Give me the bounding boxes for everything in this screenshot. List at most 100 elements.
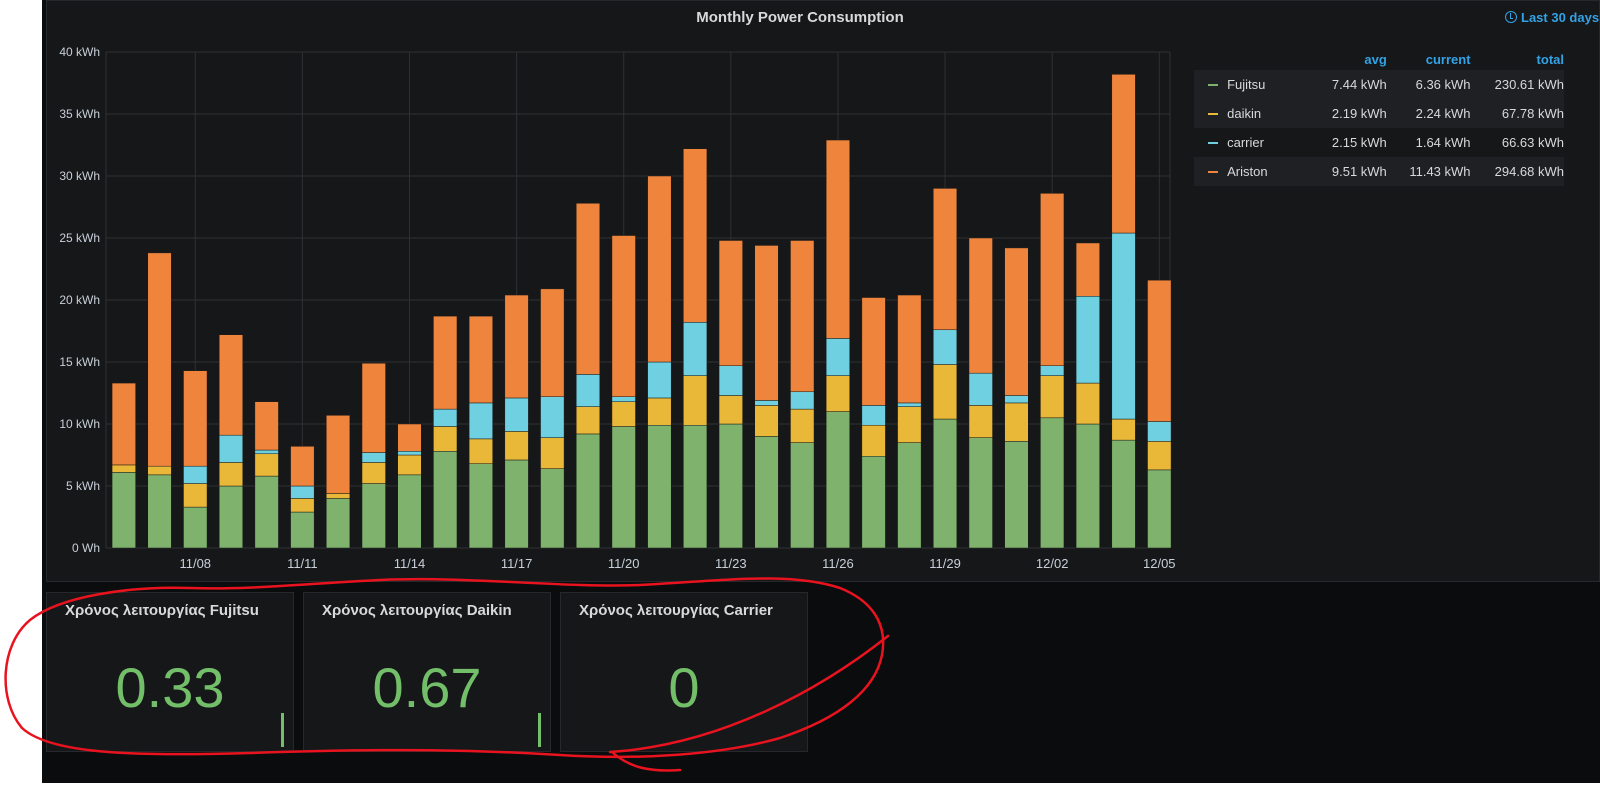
bar-ariston — [254, 401, 279, 451]
bar-fujitsu — [683, 424, 708, 549]
legend-swatch-ariston — [1194, 165, 1227, 179]
stat-value: 0.67 — [372, 656, 482, 719]
bar-daikin — [968, 405, 993, 438]
bar-ariston — [540, 288, 565, 397]
y-tick-label: 20 kWh — [59, 293, 100, 307]
bar-daikin — [468, 438, 493, 464]
bar-daikin — [861, 424, 886, 457]
bar-ariston — [218, 334, 243, 436]
bar-daikin — [1004, 402, 1029, 442]
x-tick-label: 11/14 — [394, 556, 426, 571]
bar-fujitsu — [147, 474, 172, 549]
bar-fujitsu — [111, 472, 136, 549]
legend-row-ariston[interactable]: Ariston 9.51 kWh 11.43 kWh 294.68 kWh — [1194, 157, 1564, 186]
bar-carrier — [1147, 421, 1172, 442]
x-tick-label: 11/29 — [929, 556, 961, 571]
legend-current: 1.64 kWh — [1415, 135, 1471, 150]
stat-panel-carrier[interactable]: Χρόνος λειτουργίας Carrier 0 — [560, 592, 808, 752]
bar-carrier — [254, 449, 279, 455]
bar-ariston — [504, 294, 529, 399]
stat-panel-daikin[interactable]: Χρόνος λειτουργίας Daikin 0.67 — [303, 592, 551, 752]
legend-total: 66.63 kWh — [1501, 135, 1564, 150]
bar-daikin — [504, 431, 529, 461]
bar-carrier — [790, 391, 815, 410]
bar-daikin — [683, 375, 708, 426]
bar-ariston — [326, 415, 351, 494]
bar-daikin — [540, 437, 565, 469]
legend-name: daikin — [1227, 106, 1262, 121]
legend-avg: 9.51 kWh — [1331, 164, 1387, 179]
legend-avg: 2.15 kWh — [1331, 135, 1387, 150]
legend-swatch-fujitsu — [1194, 78, 1227, 92]
bar-fujitsu — [647, 424, 672, 549]
bar-daikin — [111, 464, 136, 473]
bar-daikin — [1075, 382, 1100, 425]
bar-daikin — [790, 408, 815, 443]
x-tick-label: 11/20 — [608, 556, 640, 571]
bar-fujitsu — [611, 426, 636, 549]
bar-fujitsu — [540, 468, 565, 549]
legend-avg: 7.44 kWh — [1331, 77, 1387, 92]
bar-carrier — [290, 485, 315, 499]
bar-ariston — [147, 252, 172, 467]
bar-carrier — [897, 402, 922, 407]
chart-title[interactable]: Monthly Power Consumption — [696, 9, 904, 26]
stat-panel-fujitsu[interactable]: Χρόνος λειτουργίας Fujitsu 0.33 — [46, 592, 294, 752]
bar-carrier — [504, 397, 529, 432]
legend-total: 230.61 kWh — [1494, 77, 1564, 92]
bar-carrier — [1111, 232, 1136, 420]
bar-fujitsu — [933, 418, 958, 549]
time-range-label: Last 30 days — [1521, 10, 1600, 25]
legend-header-avg[interactable]: avg — [1364, 51, 1387, 67]
bar-ariston — [1004, 247, 1029, 396]
legend-row-carrier[interactable]: carrier 2.15 kWh 1.64 kWh 66.63 kWh — [1194, 128, 1564, 157]
bar-ariston — [754, 245, 779, 401]
bar-ariston — [1147, 279, 1172, 422]
time-range-picker[interactable]: Last 30 days — [1505, 10, 1599, 25]
bar-daikin — [718, 395, 743, 425]
legend-swatch-daikin — [1194, 107, 1227, 121]
bar-ariston — [897, 294, 922, 404]
bar-fujitsu — [825, 411, 850, 549]
bar-ariston — [683, 148, 708, 323]
bar-ariston — [1075, 242, 1100, 297]
bar-fujitsu — [968, 437, 993, 549]
bar-ariston — [111, 382, 136, 466]
bar-ariston — [968, 237, 993, 374]
legend-header-total[interactable]: total — [1536, 51, 1564, 67]
legend-current: 6.36 kWh — [1415, 77, 1471, 92]
legend-total: 294.68 kWh — [1494, 164, 1564, 179]
legend-row-fujitsu[interactable]: Fujitsu 7.44 kWh 6.36 kWh 230.61 kWh — [1194, 70, 1564, 99]
bar-daikin — [254, 453, 279, 477]
x-tick-label: 12/02 — [1036, 556, 1069, 571]
legend-header-current[interactable]: current — [1425, 51, 1471, 67]
bar-carrier — [825, 338, 850, 376]
legend-row-daikin[interactable]: daikin 2.19 kWh 2.24 kWh 67.78 kWh — [1194, 99, 1564, 128]
bar-daikin — [647, 397, 672, 426]
bar-daikin — [754, 405, 779, 437]
bar-ariston — [397, 423, 422, 452]
bar-ariston — [1111, 74, 1136, 234]
bar-fujitsu — [1004, 441, 1029, 549]
bar-daikin — [397, 454, 422, 476]
legend-table: avg current total Fujitsu 7.44 kWh 6.36 … — [1194, 48, 1564, 186]
bar-carrier — [611, 396, 636, 402]
bar-daikin — [433, 426, 458, 452]
stat-title: Χρόνος λειτουργίας Carrier — [579, 602, 773, 619]
bar-ariston — [433, 315, 458, 410]
x-tick-label: 11/17 — [501, 556, 533, 571]
bar-carrier — [433, 408, 458, 427]
sparkline — [538, 713, 541, 747]
bar-ariston — [361, 362, 386, 453]
bar-fujitsu — [1111, 439, 1136, 549]
bar-carrier — [397, 451, 422, 456]
bar-fujitsu — [468, 463, 493, 549]
legend-current: 2.24 kWh — [1415, 106, 1471, 121]
bar-ariston — [183, 370, 208, 467]
bar-carrier — [361, 452, 386, 463]
bar-fujitsu — [254, 475, 279, 549]
bar-daikin — [1040, 375, 1065, 419]
bar-ariston — [718, 240, 743, 366]
bar-ariston — [861, 297, 886, 406]
bar-fujitsu — [861, 455, 886, 549]
